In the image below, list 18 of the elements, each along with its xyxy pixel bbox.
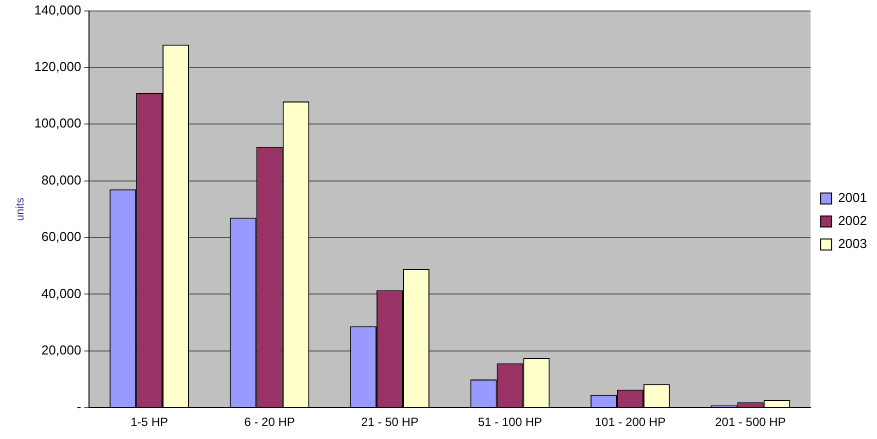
y-tick-label: 100,000 xyxy=(34,116,82,131)
y-tick-label: 120,000 xyxy=(34,59,82,74)
y-axis-title: units xyxy=(14,197,27,221)
x-tick-label: 21 - 50 HP xyxy=(361,415,418,430)
x-tick-label: 101 - 200 HP xyxy=(594,415,666,430)
y-tick-label: 80,000 xyxy=(41,172,82,188)
y-tick-label: - xyxy=(76,399,82,414)
x-tick-label: 6 - 20 HP xyxy=(244,415,295,430)
y-tick-label: 60,000 xyxy=(41,229,82,244)
legend-label: 2001 xyxy=(838,190,867,206)
legend-label: 2002 xyxy=(838,213,867,228)
y-tick-label: 20,000 xyxy=(41,342,82,358)
x-tick-label: 1-5 HP xyxy=(130,415,168,430)
x-tick-label: 51 - 100 HP xyxy=(478,415,542,430)
x-tick-label: 201 - 500 HP xyxy=(715,415,786,430)
y-tick-label: 140,000 xyxy=(34,2,82,18)
y-tick-label: 40,000 xyxy=(41,286,82,301)
legend-label: 2003 xyxy=(838,236,867,252)
